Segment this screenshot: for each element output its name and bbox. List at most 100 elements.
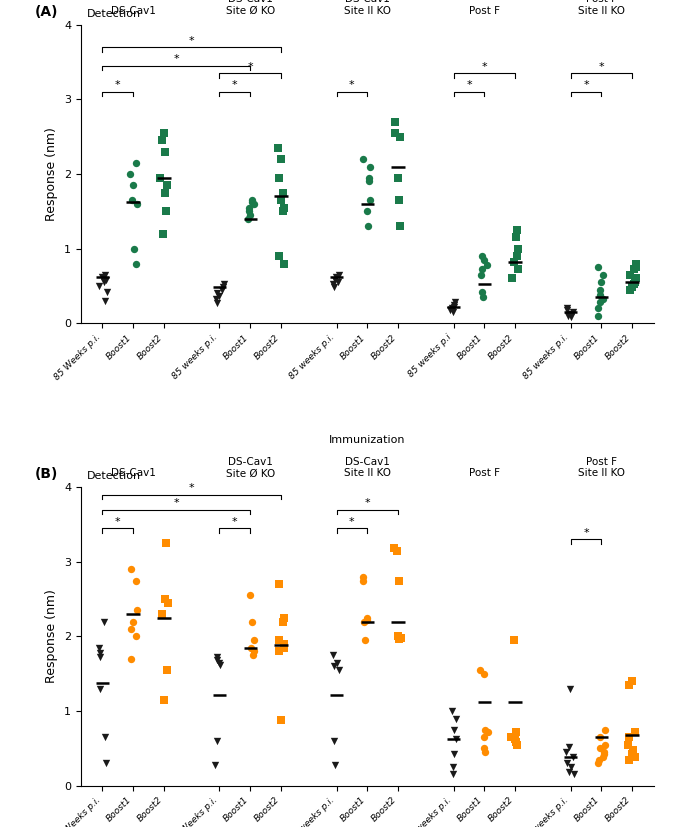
- Text: (A): (A): [35, 5, 59, 19]
- Point: [156, 608, 167, 621]
- Point: [125, 653, 136, 666]
- Point: [99, 275, 110, 289]
- Point: [131, 574, 142, 587]
- Point: [131, 630, 142, 643]
- Point: [277, 186, 288, 199]
- Point: [274, 250, 285, 263]
- Point: [218, 280, 228, 294]
- Point: [565, 682, 576, 696]
- Point: [392, 171, 403, 184]
- Y-axis label: Response (nm): Response (nm): [45, 127, 59, 221]
- Point: [629, 263, 640, 276]
- Point: [358, 570, 369, 583]
- Point: [630, 725, 641, 739]
- Point: [450, 733, 461, 746]
- Text: Post F: Post F: [469, 468, 500, 478]
- Point: [130, 156, 141, 170]
- Point: [279, 641, 290, 654]
- Point: [158, 227, 168, 241]
- Point: [278, 638, 289, 651]
- Point: [396, 631, 406, 644]
- Point: [509, 256, 520, 269]
- Point: [479, 745, 490, 758]
- Point: [449, 300, 460, 313]
- Point: [477, 250, 487, 263]
- Point: [479, 667, 489, 681]
- Point: [278, 204, 288, 218]
- Point: [96, 270, 107, 284]
- Point: [159, 145, 170, 158]
- Point: [477, 290, 488, 304]
- Point: [392, 630, 403, 643]
- Text: Detection: Detection: [86, 471, 141, 481]
- Point: [444, 304, 455, 317]
- Point: [593, 757, 604, 770]
- Point: [567, 305, 578, 318]
- Text: *: *: [583, 528, 589, 538]
- Point: [100, 730, 111, 743]
- Point: [125, 167, 135, 180]
- Point: [594, 742, 605, 755]
- Point: [597, 293, 608, 306]
- Point: [215, 658, 226, 672]
- Point: [210, 292, 221, 305]
- Text: *: *: [349, 80, 355, 90]
- Point: [328, 734, 339, 748]
- Point: [592, 309, 603, 323]
- Text: DS-Cav1: DS-Cav1: [111, 468, 156, 478]
- Point: [599, 748, 609, 761]
- Text: *: *: [466, 80, 472, 90]
- Point: [126, 562, 137, 576]
- Point: [565, 760, 576, 773]
- Text: *: *: [599, 62, 604, 72]
- Text: Post F
Site II KO: Post F Site II KO: [578, 457, 625, 478]
- Point: [599, 738, 610, 751]
- Point: [480, 723, 491, 736]
- Point: [565, 311, 576, 324]
- Point: [630, 261, 641, 274]
- Point: [626, 280, 637, 294]
- Point: [394, 574, 404, 587]
- Point: [625, 283, 636, 296]
- Point: [365, 194, 375, 207]
- Point: [125, 623, 136, 636]
- Point: [562, 309, 573, 323]
- Point: [211, 653, 222, 667]
- Point: [563, 740, 574, 753]
- Point: [211, 296, 222, 309]
- Point: [155, 171, 166, 184]
- Point: [162, 179, 173, 192]
- Point: [329, 660, 340, 673]
- Point: [242, 213, 253, 226]
- Text: *: *: [115, 517, 121, 527]
- Point: [162, 596, 173, 609]
- Point: [273, 577, 284, 590]
- Point: [395, 220, 406, 233]
- Point: [212, 287, 222, 300]
- Point: [249, 197, 259, 210]
- Point: [274, 645, 284, 658]
- Point: [160, 537, 171, 550]
- Point: [623, 738, 634, 751]
- Point: [631, 257, 642, 270]
- Point: [247, 615, 257, 629]
- Text: (B): (B): [35, 467, 59, 481]
- Point: [449, 748, 460, 761]
- Point: [128, 615, 139, 629]
- Text: DS-Cav1
Site II KO: DS-Cav1 Site II KO: [344, 457, 391, 478]
- Point: [594, 289, 605, 302]
- Point: [99, 294, 110, 308]
- Point: [630, 275, 640, 289]
- Point: [599, 745, 609, 758]
- Point: [561, 745, 572, 758]
- Point: [511, 223, 522, 237]
- Point: [156, 134, 167, 147]
- Point: [333, 275, 344, 289]
- Point: [362, 614, 373, 627]
- Point: [593, 261, 604, 274]
- Point: [94, 280, 104, 293]
- Point: [279, 611, 290, 624]
- Point: [477, 263, 487, 276]
- Point: [448, 723, 459, 736]
- Point: [598, 268, 609, 281]
